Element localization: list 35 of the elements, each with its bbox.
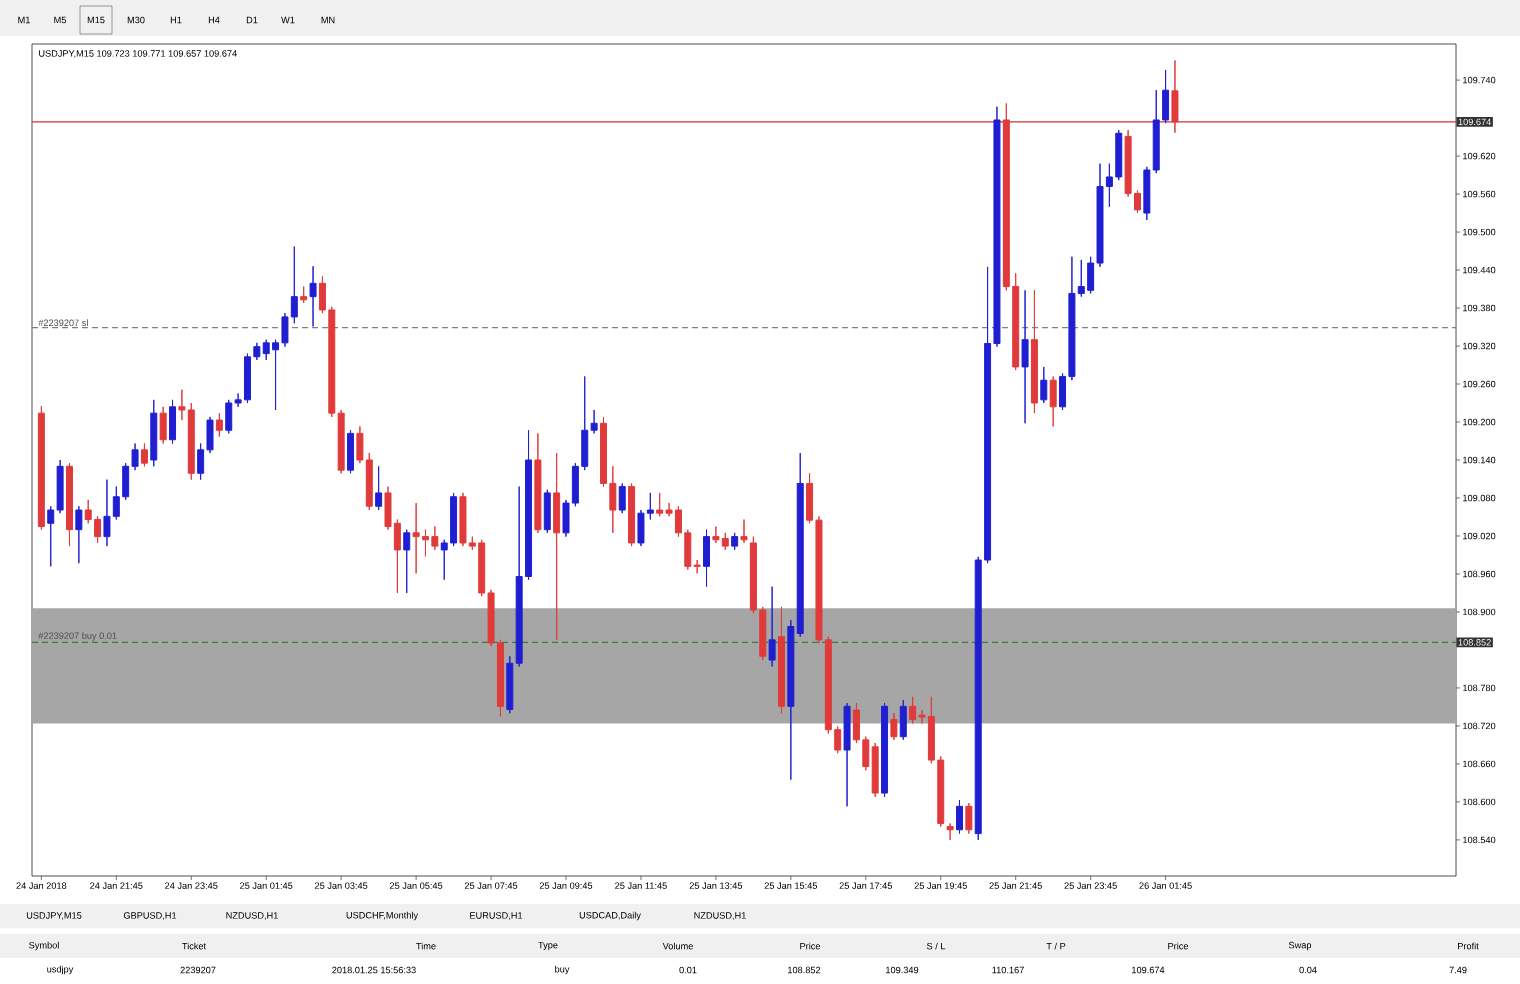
candlestick (159, 406, 167, 445)
candlestick (946, 822, 954, 841)
candlestick (731, 532, 739, 551)
candlestick (1021, 289, 1029, 424)
candlestick (300, 286, 308, 304)
candlestick (1171, 59, 1179, 134)
candlestick (309, 265, 317, 327)
candlestick (347, 429, 355, 474)
candlestick (375, 465, 383, 511)
candlestick (403, 529, 411, 594)
candlestick (215, 412, 223, 438)
candlestick (37, 405, 45, 531)
candlestick (169, 399, 177, 445)
candlestick (843, 702, 851, 807)
candlestick (1030, 289, 1038, 414)
candlestick (768, 586, 776, 667)
candlestick (881, 702, 889, 798)
candlestick (1049, 375, 1057, 427)
candlestick (740, 519, 748, 544)
candlestick (899, 699, 907, 741)
candlestick (890, 712, 898, 741)
candlestick (965, 802, 973, 835)
candlestick (1040, 366, 1048, 404)
candlestick (140, 443, 148, 467)
candlestick (65, 462, 73, 547)
candlestick (955, 799, 963, 835)
candlestick (534, 432, 542, 534)
candlestick (703, 529, 711, 588)
candlestick (553, 452, 561, 641)
candlestick (75, 505, 83, 564)
candlestick (150, 399, 158, 467)
candlestick (777, 606, 785, 714)
candlestick (618, 482, 626, 514)
candlestick (543, 489, 551, 534)
candlestick (628, 482, 636, 547)
